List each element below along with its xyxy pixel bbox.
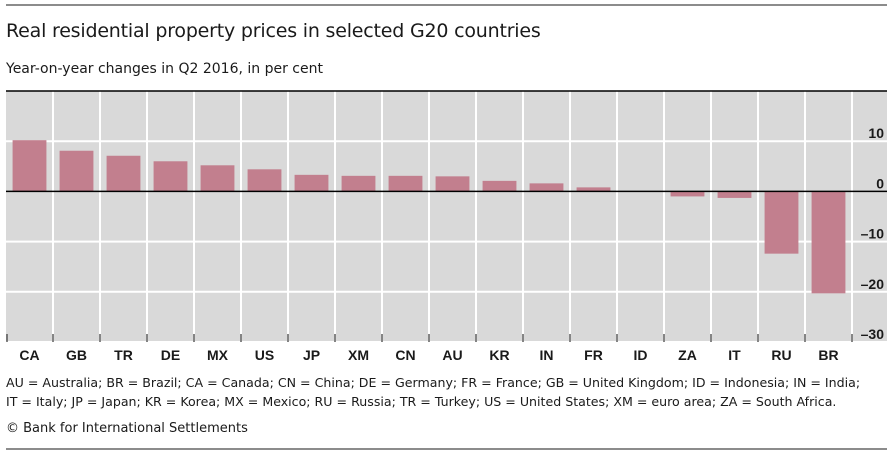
chart-title: Real residential property prices in sele… xyxy=(6,20,541,42)
x-tick-label: IT xyxy=(728,347,741,363)
x-tick-label: KR xyxy=(489,347,509,363)
x-tick-label: IN xyxy=(540,347,554,363)
bars xyxy=(12,140,846,294)
bar-in xyxy=(529,183,564,192)
x-tick-label: CA xyxy=(19,347,39,363)
y-tick-label: –30 xyxy=(861,326,885,342)
bar-gb xyxy=(59,150,94,192)
bar-chart: CA GB TR DE MX US JP XM CN AU KR IN FR ID ZA IT RU BR 10 0… xyxy=(6,90,887,363)
x-tick-labels: CA GB TR DE MX US JP XM CN AU KR IN FR ID ZA IT RU BR xyxy=(19,347,838,363)
bar-de xyxy=(153,161,188,192)
bar-fr xyxy=(576,187,611,192)
bar-us xyxy=(247,169,282,192)
footnote-line-1: AU = Australia; BR = Brazil; CA = Canada… xyxy=(6,375,861,390)
x-tick-label: GB xyxy=(66,347,87,363)
footnote-line-2: IT = Italy; JP = Japan; KR = Korea; MX =… xyxy=(6,394,837,409)
bar-ru xyxy=(764,191,799,254)
bar-xm xyxy=(341,175,376,192)
horizontal-gridlines xyxy=(6,140,887,343)
x-tick-label: JP xyxy=(303,347,320,363)
x-tick-label: BR xyxy=(818,347,838,363)
bar-jp xyxy=(294,174,329,192)
x-tick-marks xyxy=(6,334,853,342)
top-rule xyxy=(6,4,887,6)
bar-ca xyxy=(12,140,47,192)
x-tick-label: DE xyxy=(161,347,180,363)
y-tick-label: –10 xyxy=(861,226,885,242)
bar-tr xyxy=(106,155,141,192)
chart-subtitle: Year-on-year changes in Q2 2016, in per … xyxy=(6,61,323,77)
vertical-gridlines xyxy=(52,91,853,342)
x-tick-label: CN xyxy=(395,347,415,363)
x-tick-label: ID xyxy=(634,347,648,363)
y-tick-labels: 10 0 –10 –20 –30 xyxy=(861,125,885,342)
bottom-rule xyxy=(6,448,887,450)
x-tick-label: US xyxy=(255,347,274,363)
x-tick-label: XM xyxy=(348,347,369,363)
bar-cn xyxy=(388,175,423,192)
bar-br xyxy=(811,191,846,294)
bar-za xyxy=(670,191,705,197)
copyright-notice: © Bank for International Settlements xyxy=(6,421,248,436)
x-tick-label: MX xyxy=(207,347,229,363)
y-tick-label: 10 xyxy=(868,125,884,141)
y-tick-label: 0 xyxy=(876,175,884,191)
bar-mx xyxy=(200,165,235,192)
bar-kr xyxy=(482,180,517,192)
footnote: AU = Australia; BR = Brazil; CA = Canada… xyxy=(6,373,886,411)
x-tick-label: AU xyxy=(442,347,462,363)
bar-it xyxy=(717,191,752,198)
x-tick-label: ZA xyxy=(678,347,697,363)
x-tick-label: FR xyxy=(584,347,603,363)
bar-au xyxy=(435,176,470,192)
y-tick-label: –20 xyxy=(861,276,885,292)
x-tick-label: RU xyxy=(771,347,791,363)
x-tick-label: TR xyxy=(114,347,133,363)
plot-background xyxy=(6,91,887,342)
